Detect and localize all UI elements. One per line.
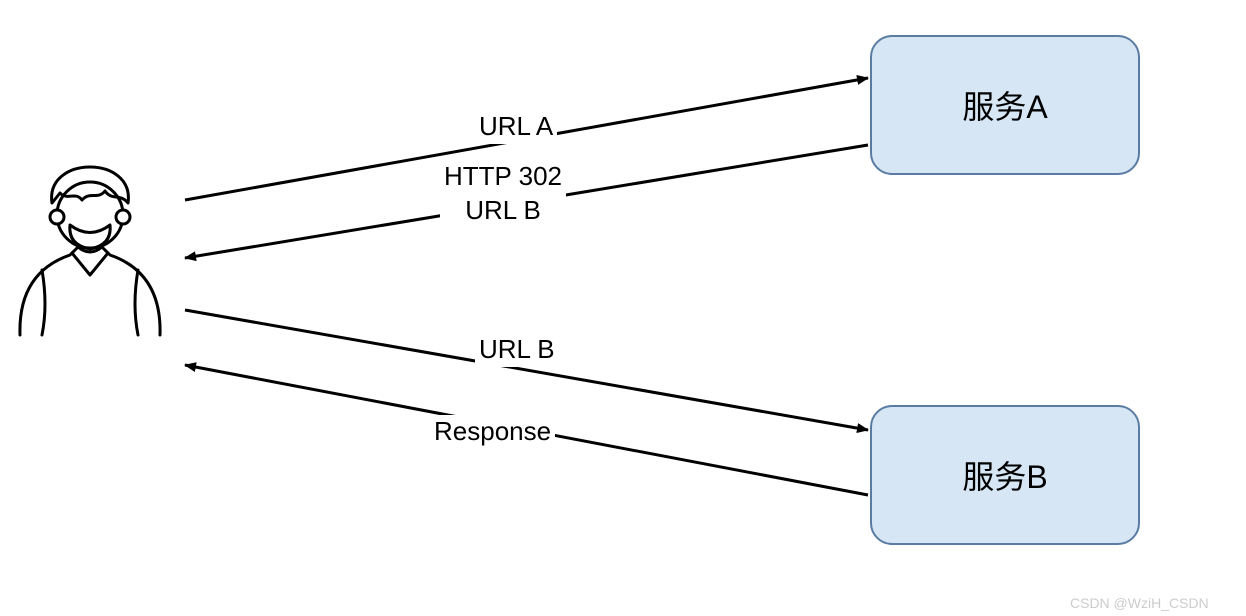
edge-label-url-a: URL A: [475, 110, 557, 144]
edge-label-http-302: HTTP 302URL B: [440, 160, 566, 228]
user-icon: [20, 167, 160, 335]
node-service-a: 服务A: [870, 35, 1140, 175]
node-service-a-label: 服务A: [962, 82, 1047, 128]
edge-label-url-b: URL B: [475, 333, 559, 367]
edge-label-response: Response: [430, 415, 555, 449]
node-service-b-label: 服务B: [962, 452, 1047, 498]
node-service-b: 服务B: [870, 405, 1140, 545]
edge-req_b: [185, 310, 868, 430]
diagram-canvas: 服务A 服务B URL A HTTP 302URL B URL B Respon…: [0, 0, 1246, 616]
watermark-text: CSDN @WziH_CSDN: [1070, 595, 1209, 611]
